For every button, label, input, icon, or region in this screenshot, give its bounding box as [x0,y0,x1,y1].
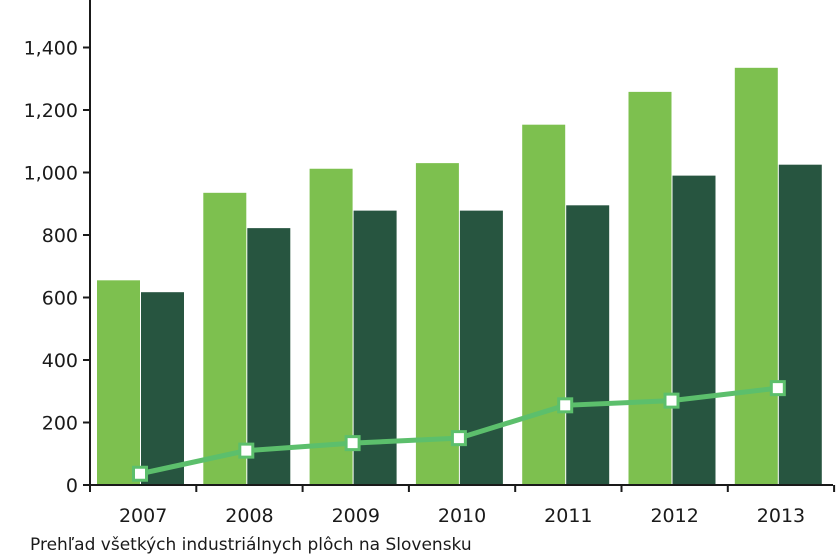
bar-series-2-2007 [141,292,184,485]
bar-series-1-2012 [628,91,672,485]
bars-layer [97,67,822,485]
x-tick-label-2007: 2007 [119,505,167,527]
bar-series-1-2013 [734,67,778,485]
x-tick-label-2012: 2012 [650,505,698,527]
x-tick-label-2010: 2010 [438,505,486,527]
marker-series-3-2012 [663,392,680,409]
y-tick-label-400: 400 [42,350,78,372]
bar-series-2-2011 [566,205,610,485]
x-tick-label-2011: 2011 [544,505,592,527]
x-tick-label-2008: 2008 [225,505,273,527]
y-tick-label-600: 600 [42,288,78,310]
y-tick-label-0: 0 [66,475,78,497]
bar-series-1-2011 [522,124,566,485]
x-tick-label-2009: 2009 [332,505,380,527]
x-tick-label-2013: 2013 [757,505,805,527]
y-tick-label-1000: 1,000 [24,163,78,185]
marker-series-3-2007 [132,465,148,482]
line-layer [132,380,786,482]
y-tick-label-200: 200 [42,413,78,435]
bar-series-2-2010 [459,210,503,485]
chart: 0 200 400 600 800 1,000 1,200 1,400 2007 2008 2009… [24,0,836,527]
marker-series-3-2011 [557,397,574,414]
marker-series-3-2010 [450,430,467,447]
bar-series-1-2009 [309,168,353,485]
y-tick-label-800: 800 [42,225,78,247]
y-tick-label-1400: 1,400 [24,38,78,60]
bar-series-1-2008 [203,192,247,485]
bar-series-2-2008 [247,228,291,485]
marker-series-3-2008 [238,442,255,459]
marker-series-3-2009 [344,435,361,452]
bar-series-1-2007 [97,280,140,485]
chart-caption: Prehľad všetkých industriálnych plôch na… [30,535,472,555]
axes-layer: 0 200 400 600 800 1,000 1,200 1,400 2007 2008 2009… [24,0,836,527]
y-tick-label-1200: 1,200 [24,100,78,122]
marker-series-3-2013 [769,380,786,397]
bar-series-2-2013 [778,164,822,485]
bar-series-2-2012 [672,175,716,485]
